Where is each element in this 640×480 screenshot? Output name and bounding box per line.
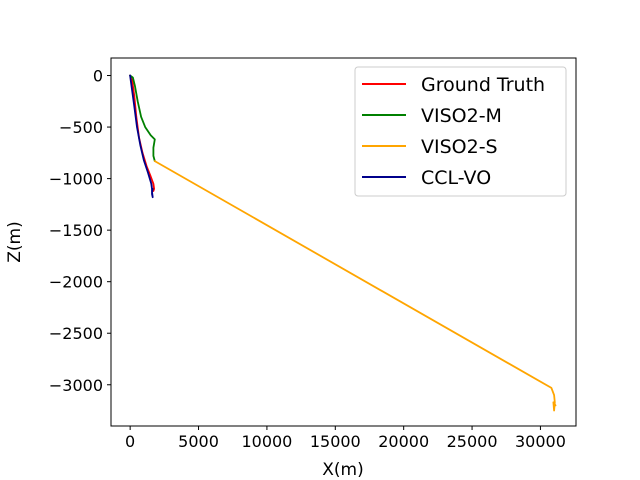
x-tick-label-2: 10000 [241, 432, 292, 451]
legend-label-3: CCL-VO [421, 167, 491, 189]
y-tick-label-5: −2500 [49, 324, 103, 343]
x-tick-label-0: 0 [125, 432, 135, 451]
y-tick-label-6: −3000 [49, 376, 103, 395]
series-layer [129, 74, 557, 412]
x-tick-label-6: 30000 [515, 432, 566, 451]
y-tick-label-0: 0 [93, 67, 103, 86]
x-tick-label-5: 25000 [447, 432, 498, 451]
y-tick-label-3: −1500 [49, 221, 103, 240]
plot-frame [110, 57, 577, 427]
legend-label-0: Ground Truth [421, 74, 545, 96]
y-tick-label-1: −500 [59, 118, 103, 137]
legend: Ground Truth VISO2-M VISO2-S CCL-VO [354, 66, 567, 197]
legend-box [354, 66, 567, 197]
x-tick-label-3: 15000 [310, 432, 361, 451]
legend-label-1: VISO2-M [421, 105, 502, 127]
series-line-1 [129, 74, 156, 163]
x-tick-label-4: 20000 [378, 432, 429, 451]
x-axis-ticks: 0 5000 10000 15000 20000 25000 30000 [125, 426, 566, 451]
y-axis-label: Z(m) [5, 221, 25, 262]
x-tick-label-1: 5000 [178, 432, 219, 451]
series-line-3 [129, 74, 154, 199]
y-tick-label-2: −1000 [49, 170, 103, 189]
series-line-2 [153, 160, 557, 412]
y-axis-ticks: 0 −500 −1000 −1500 −2000 −2500 −3000 [49, 67, 111, 395]
y-tick-label-4: −2000 [49, 273, 103, 292]
legend-label-2: VISO2-S [421, 136, 498, 158]
x-axis-label: X(m) [322, 460, 363, 480]
